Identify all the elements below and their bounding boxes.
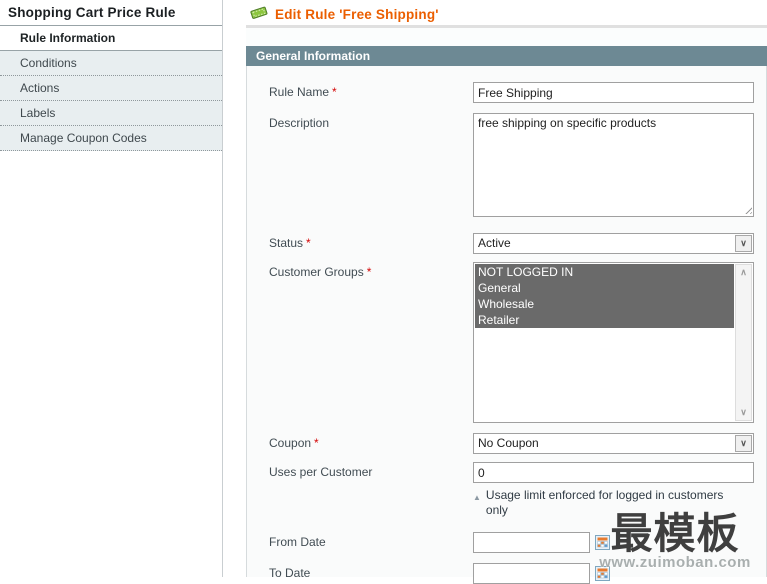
description-label: Description [269, 116, 330, 130]
status-select-value: Active [478, 236, 511, 250]
required-asterisk: * [332, 85, 337, 99]
uses-per-customer-note: ▲ Usage limit enforced for logged in cus… [473, 488, 743, 518]
main-content: Edit Rule 'Free Shipping' General Inform… [246, 0, 767, 584]
customer-group-option[interactable]: General [475, 280, 734, 296]
description-textarea-wrap: free shipping on specific products [473, 113, 754, 217]
customer-group-option[interactable]: Retailer [475, 312, 734, 328]
required-asterisk: * [366, 265, 372, 279]
note-triangle-icon: ▲ [473, 493, 481, 502]
textarea-resize-handle[interactable] [743, 205, 752, 214]
sidebar-title: Shopping Cart Price Rule [8, 5, 176, 20]
multiselect-scrollbar[interactable]: ∧ ∨ [735, 264, 752, 421]
coupon-select[interactable]: No Coupon ∨ [473, 433, 754, 454]
general-information-header: General Information [246, 46, 767, 66]
customer-group-option[interactable]: NOT LOGGED IN [475, 264, 734, 280]
rule-sidebar: Shopping Cart Price Rule Rule Informatio… [0, 0, 223, 577]
required-asterisk: * [306, 236, 311, 250]
from-date-field [473, 532, 610, 553]
uses-per-customer-field: ▲ Usage limit enforced for logged in cus… [473, 462, 754, 518]
customer-groups-multiselect[interactable]: NOT LOGGED IN General Wholesale Retailer… [473, 262, 754, 423]
customer-groups-row: Customer Groups * NOT LOGGED IN General W… [269, 262, 766, 423]
sidebar-nav: Rule Information Conditions Actions Labe… [0, 25, 222, 151]
promo-ticket-icon [250, 5, 268, 23]
rule-name-input[interactable] [473, 82, 754, 103]
uses-per-customer-row: Uses per Customer ▲ Usage limit enforced… [269, 462, 766, 518]
rule-name-label-text: Rule Name [269, 85, 330, 99]
chevron-down-icon[interactable]: ∨ [735, 235, 752, 252]
coupon-select-value: No Coupon [478, 436, 539, 450]
page-header: Edit Rule 'Free Shipping' [246, 0, 767, 23]
status-select[interactable]: Active ∨ [473, 233, 754, 254]
coupon-row: Coupon * No Coupon ∨ [269, 433, 766, 454]
calendar-icon[interactable] [595, 566, 610, 581]
note-text: Usage limit enforced for logged in custo… [485, 488, 724, 517]
scroll-up-icon[interactable]: ∧ [740, 267, 747, 277]
chevron-down-icon[interactable]: ∨ [735, 435, 752, 452]
status-label: Status * [269, 233, 473, 254]
rule-name-label: Rule Name * [269, 82, 473, 103]
from-date-label: From Date [269, 535, 326, 549]
uses-per-customer-input[interactable] [473, 462, 754, 483]
from-date-input[interactable] [473, 532, 590, 553]
coupon-label-text: Coupon [269, 436, 312, 450]
description-row: Description free shipping on specific pr… [269, 113, 766, 217]
sidebar-item-conditions[interactable]: Conditions [0, 51, 222, 76]
coupon-label: Coupon * [269, 433, 473, 454]
status-row: Status * Active ∨ [269, 233, 766, 254]
sidebar-item-rule-information[interactable]: Rule Information [0, 26, 222, 51]
page-title: Edit Rule 'Free Shipping' [275, 6, 439, 22]
required-asterisk: * [314, 436, 319, 450]
rule-name-row: Rule Name * [269, 82, 766, 103]
customer-groups-label-text: Customer Groups [269, 265, 364, 279]
to-date-field [473, 563, 610, 584]
calendar-icon[interactable] [595, 535, 610, 550]
to-date-row: To Date [269, 563, 766, 584]
sidebar-item-manage-coupon-codes[interactable]: Manage Coupon Codes [0, 126, 222, 151]
to-date-label: To Date [269, 566, 311, 580]
to-date-input[interactable] [473, 563, 590, 584]
status-label-text: Status [269, 236, 304, 250]
sidebar-item-actions[interactable]: Actions [0, 76, 222, 101]
header-divider [246, 25, 767, 28]
uses-per-customer-label: Uses per Customer [269, 465, 373, 479]
sidebar-item-labels[interactable]: Labels [0, 101, 222, 126]
from-date-row: From Date [269, 532, 766, 553]
customer-groups-label: Customer Groups * [269, 262, 473, 423]
scroll-down-icon[interactable]: ∨ [740, 407, 747, 417]
customer-group-option[interactable]: Wholesale [475, 296, 734, 312]
description-textarea[interactable]: free shipping on specific products [473, 113, 754, 217]
general-information-panel: Rule Name* Description free shipping on … [246, 66, 767, 584]
